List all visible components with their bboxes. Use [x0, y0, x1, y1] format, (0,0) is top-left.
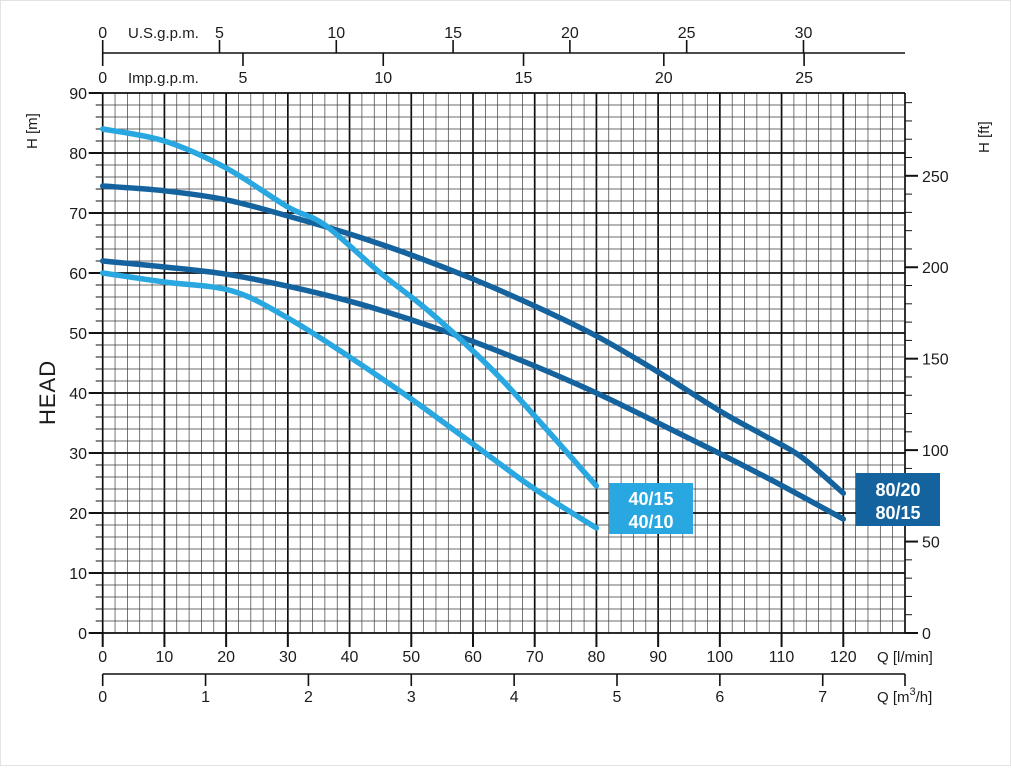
legend-label-40-15: 40/15 — [628, 489, 673, 509]
h-m-unit-label: H [m] — [24, 113, 41, 149]
curve-40-15 — [99, 126, 600, 489]
h-m-tick-label: 40 — [69, 386, 87, 403]
us-gpm-tick-label: 5 — [215, 25, 224, 42]
h-m-tick-label: 10 — [69, 566, 87, 583]
h-ft-tick-label: 200 — [922, 260, 949, 277]
h-m-tick-label: 50 — [69, 326, 87, 343]
q-lmin-tick-label: 80 — [588, 649, 606, 666]
imp-gpm-tick-label: 25 — [795, 70, 813, 87]
q-lmin-tick-label: 100 — [707, 649, 734, 666]
legend-label-40-10: 40/10 — [628, 512, 673, 532]
curve-80-15 — [99, 258, 847, 522]
imp-gpm-tick-label: 15 — [515, 70, 533, 87]
imp-gpm-unit-label: Imp.g.p.m. — [128, 70, 199, 87]
us-gpm-tick-label: 20 — [561, 25, 579, 42]
q-lmin-tick-label: 40 — [341, 649, 359, 666]
q-lmin-unit-label: Q [l/min] — [877, 649, 933, 666]
us-gpm-unit-label: U.S.g.p.m. — [128, 25, 199, 42]
q-m3h-tick-label: 0 — [98, 689, 107, 706]
us-gpm-tick-label: 25 — [678, 25, 696, 42]
q-m3h-unit-label: Q [m3/h] — [877, 686, 932, 706]
legend-40-series-box — [609, 483, 693, 534]
legend-80-series-box — [856, 473, 940, 526]
q-lmin-tick-label: 110 — [769, 649, 795, 666]
us-gpm-tick-label: 30 — [795, 25, 813, 42]
legend-40-series: 40/15 40/10 — [609, 483, 693, 534]
us-gpm-tick-label: 15 — [444, 25, 462, 42]
imp-gpm-tick-label: 20 — [655, 70, 673, 87]
h-ft-tick-label: 250 — [922, 169, 949, 186]
h-m-tick-label: 70 — [69, 206, 87, 223]
q-lmin-tick-label: 70 — [526, 649, 544, 666]
head-axis-title: HEAD — [35, 360, 60, 425]
h-m-tick-label: 90 — [69, 86, 87, 103]
h-m-tick-label: 60 — [69, 266, 87, 283]
legend-label-80-15: 80/15 — [875, 503, 920, 523]
h-ft-tick-label: 100 — [922, 443, 949, 460]
q-m3h-tick-label: 5 — [613, 689, 622, 706]
q-m3h-tick-label: 1 — [201, 689, 210, 706]
h-ft-tick-label: 150 — [922, 352, 949, 369]
h-ft-unit-label: H [ft] — [976, 121, 993, 153]
q-lmin-tick-label: 20 — [217, 649, 235, 666]
imp-gpm-tick-label: 10 — [374, 70, 392, 87]
curve-40-10 — [99, 270, 600, 531]
h-ft-tick-label: 0 — [922, 626, 931, 643]
h-m-tick-label: 0 — [78, 626, 87, 643]
q-lmin-tick-label: 120 — [830, 649, 857, 666]
q-lmin-tick-label: 90 — [649, 649, 667, 666]
q-m3h-tick-label: 6 — [715, 689, 724, 706]
h-ft-tick-label: 50 — [922, 535, 940, 552]
q-m3h-tick-label: 3 — [407, 689, 416, 706]
axes: 0 5 10 15 20 25 300 5 10 15 20 25010203040506070809… — [69, 25, 949, 706]
imp-gpm-tick-label: 0 — [98, 70, 107, 87]
h-m-tick-label: 80 — [69, 146, 87, 163]
us-gpm-tick-label: 0 — [98, 25, 107, 42]
q-lmin-tick-label: 50 — [402, 649, 420, 666]
q-m3h-tick-label: 2 — [304, 689, 313, 706]
curves — [99, 126, 847, 531]
q-m3h-tick-label: 4 — [510, 689, 519, 706]
h-m-tick-label: 30 — [69, 446, 87, 463]
legend-80-series: 80/20 80/15 — [856, 473, 940, 526]
h-m-tick-label: 20 — [69, 506, 87, 523]
grid — [101, 92, 906, 634]
q-lmin-tick-label: 10 — [156, 649, 174, 666]
q-lmin-tick-label: 0 — [98, 649, 107, 666]
us-gpm-tick-label: 10 — [327, 25, 345, 42]
curve-80-20 — [99, 183, 847, 496]
imp-gpm-tick-label: 5 — [239, 70, 248, 87]
legend-label-80-20: 80/20 — [875, 480, 920, 500]
q-m3h-tick-label: 7 — [818, 689, 827, 706]
q-lmin-tick-label: 30 — [279, 649, 297, 666]
q-lmin-tick-label: 60 — [464, 649, 482, 666]
